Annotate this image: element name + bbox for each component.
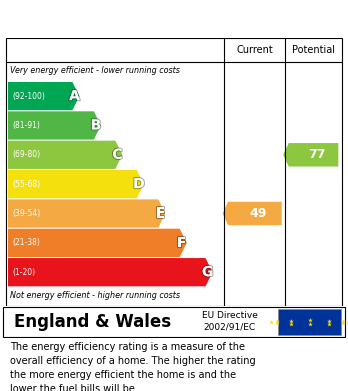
- Polygon shape: [8, 199, 165, 228]
- Text: D: D: [133, 177, 145, 191]
- Polygon shape: [8, 141, 122, 169]
- Text: EU Directive
2002/91/EC: EU Directive 2002/91/EC: [202, 311, 258, 332]
- Polygon shape: [8, 170, 144, 198]
- Text: Potential: Potential: [292, 45, 335, 55]
- Text: 77: 77: [308, 148, 326, 161]
- Text: C: C: [112, 148, 122, 162]
- Text: Not energy efficient - higher running costs: Not energy efficient - higher running co…: [10, 291, 180, 300]
- Text: (55-68): (55-68): [12, 179, 40, 188]
- Text: (21-38): (21-38): [12, 239, 40, 248]
- Polygon shape: [8, 82, 79, 110]
- Text: The energy efficiency rating is a measure of the
overall efficiency of a home. T: The energy efficiency rating is a measur…: [10, 343, 256, 391]
- Polygon shape: [8, 229, 187, 257]
- Text: E: E: [156, 206, 165, 221]
- Bar: [278, 309, 341, 335]
- Polygon shape: [283, 143, 338, 167]
- Text: (81-91): (81-91): [12, 121, 40, 130]
- Text: Current: Current: [237, 45, 273, 55]
- Text: F: F: [177, 236, 187, 250]
- Text: (39-54): (39-54): [12, 209, 40, 218]
- Text: A: A: [69, 89, 80, 103]
- Polygon shape: [8, 258, 213, 286]
- Text: Energy Efficiency Rating: Energy Efficiency Rating: [10, 10, 239, 28]
- Polygon shape: [223, 202, 282, 225]
- Text: (92-100): (92-100): [12, 91, 45, 100]
- Text: (69-80): (69-80): [12, 150, 40, 159]
- Text: B: B: [91, 118, 101, 133]
- Polygon shape: [8, 111, 101, 140]
- Text: G: G: [202, 265, 213, 279]
- Text: England & Wales: England & Wales: [14, 313, 171, 331]
- Text: Very energy efficient - lower running costs: Very energy efficient - lower running co…: [10, 66, 180, 75]
- Text: (1-20): (1-20): [12, 268, 35, 277]
- Text: 49: 49: [250, 207, 267, 220]
